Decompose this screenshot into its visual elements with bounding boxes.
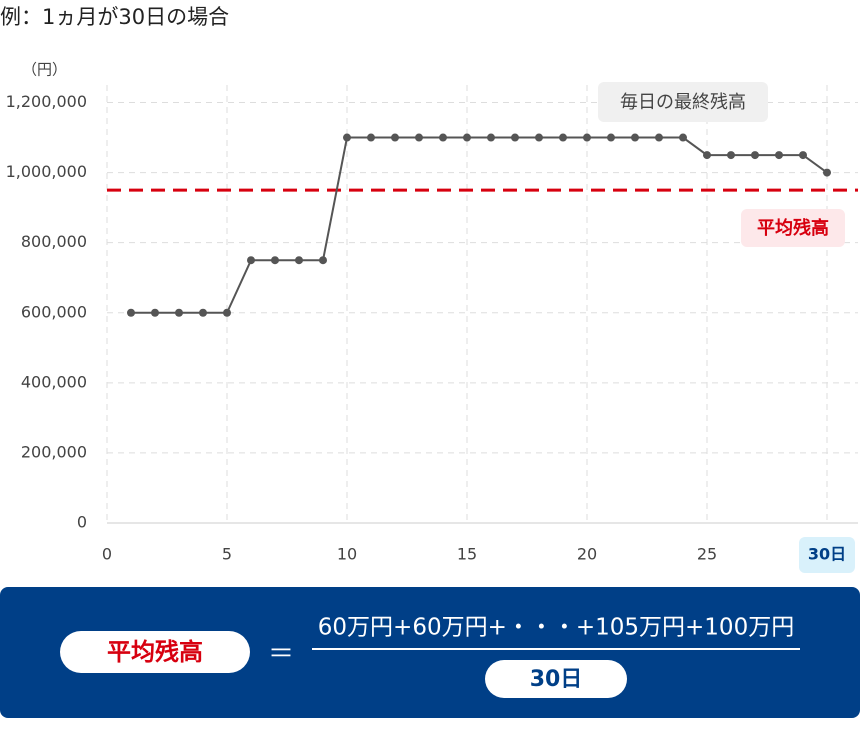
- data-point: [799, 151, 807, 160]
- x-tick-label: 0: [102, 545, 112, 564]
- data-point: [199, 308, 207, 317]
- y-tick-label: 400,000: [21, 372, 87, 391]
- data-point: [631, 133, 639, 142]
- y-unit: （円）: [22, 61, 67, 79]
- series-label-bg: [598, 82, 768, 122]
- x-tick-label: 25: [697, 545, 717, 564]
- x-tick-label: 10: [337, 545, 357, 564]
- x-tick-label: 20: [577, 545, 597, 564]
- x-tick-label: 5: [222, 545, 232, 564]
- x-tick-pill: [799, 537, 855, 573]
- data-point: [583, 133, 591, 142]
- data-point: [127, 308, 135, 317]
- data-point: [775, 151, 783, 160]
- formula-numerator: 60万円+60万円+・・・+105万円+100万円: [318, 615, 794, 641]
- formula-box: [0, 587, 860, 718]
- data-point: [343, 133, 351, 142]
- data-point: [727, 151, 735, 160]
- series-label: 毎日の最終残高: [620, 92, 746, 113]
- formula-equals: ＝: [268, 640, 294, 670]
- data-point: [751, 151, 759, 160]
- data-point: [271, 256, 279, 265]
- data-point: [415, 133, 423, 142]
- data-point: [295, 256, 303, 265]
- x-tick-label: 30日: [808, 545, 846, 564]
- data-point: [607, 133, 615, 142]
- data-point: [319, 256, 327, 265]
- data-point: [655, 133, 663, 142]
- data-point: [223, 308, 231, 317]
- formula-denominator: 30日: [530, 667, 583, 692]
- chart-title: 例：1ヵ月が30日の場合: [0, 5, 229, 29]
- data-point: [463, 133, 471, 142]
- data-point: [823, 168, 831, 177]
- data-point: [247, 256, 255, 265]
- formula-left-pill: [60, 631, 250, 673]
- y-tick-label: 800,000: [21, 232, 87, 251]
- data-point: [391, 133, 399, 142]
- data-point: [559, 133, 567, 142]
- data-point: [679, 133, 687, 142]
- data-point: [367, 133, 375, 142]
- x-tick-label: 15: [457, 545, 477, 564]
- formula-left: 平均残高: [107, 638, 203, 666]
- y-tick-label: 0: [77, 513, 87, 532]
- data-point: [703, 151, 711, 160]
- data-point: [511, 133, 519, 142]
- data-point: [175, 308, 183, 317]
- y-tick-label: 1,000,000: [6, 162, 87, 181]
- data-line: [131, 136, 828, 314]
- data-point: [151, 308, 159, 317]
- denominator-pill: [485, 660, 627, 698]
- average-label-bg: [741, 209, 845, 247]
- data-point: [535, 133, 543, 142]
- data-point: [439, 133, 447, 142]
- y-tick-label: 1,200,000: [6, 92, 87, 111]
- data-point: [487, 133, 495, 142]
- y-tick-label: 600,000: [21, 302, 87, 321]
- y-tick-label: 200,000: [21, 442, 87, 461]
- average-label: 平均残高: [757, 217, 829, 239]
